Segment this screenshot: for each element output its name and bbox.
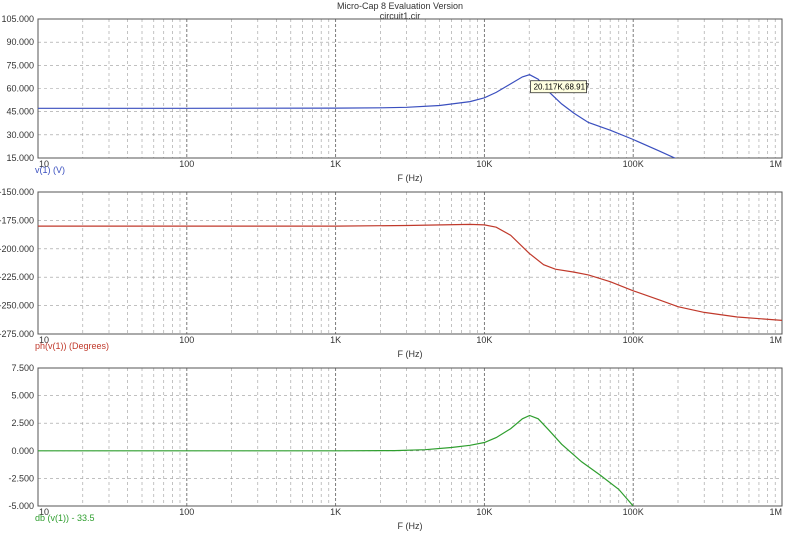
magnitude-y-tick-label: 60.000: [6, 84, 34, 94]
db-frame: [37, 367, 783, 507]
phase-y-tick-label: -200.000: [0, 244, 34, 254]
phase-y-tick-label: -250.000: [0, 301, 34, 311]
db-y-tick-label: 5.000: [11, 391, 34, 401]
db-y-tick-label: 0.000: [11, 446, 34, 456]
magnitude-y-tick-label: 30.000: [6, 130, 34, 140]
phase-x-tick-label: 100K: [623, 335, 644, 345]
db-y-tick-label: -2.500: [8, 473, 34, 483]
db-x-tick-label: 100: [179, 507, 194, 517]
phase-frame: [37, 191, 783, 335]
db-y-tick-label: 2.500: [11, 418, 34, 428]
window-title: Micro-Cap 8 Evaluation Version: [336, 1, 464, 11]
magnitude-frame: [37, 18, 783, 159]
window-subtitle: circuit1.cir: [379, 11, 421, 21]
magnitude-y-tick-label: 90.000: [6, 37, 34, 47]
magnitude-x-axis-label: F (Hz): [398, 173, 423, 183]
phase-y-tick-label: -275.000: [0, 329, 34, 339]
phase-x-tick-label: 10: [39, 335, 49, 345]
db-x-tick-label: 10: [39, 507, 49, 517]
db-y-tick-label: 7.500: [11, 363, 34, 373]
magnitude-y-tick-label: 45.000: [6, 107, 34, 117]
magnitude-x-tick-label: 10K: [476, 159, 492, 169]
cursor-label: 20.117K,68.917: [534, 83, 590, 92]
magnitude-series-label: v(1) (V): [35, 165, 65, 175]
phase-series-label: ph(v(1)) (Degrees): [35, 341, 109, 351]
phase-x-tick-label: 1M: [769, 335, 782, 345]
magnitude-series-line: [38, 74, 677, 158]
magnitude-x-tick-label: 100K: [623, 159, 644, 169]
magnitude-x-tick-label: 10: [39, 159, 49, 169]
db-series-line: [38, 414, 634, 506]
magnitude-x-tick-label: 1M: [769, 159, 782, 169]
phase-y-tick-label: -150.000: [0, 187, 34, 197]
magnitude-x-tick-label: 1K: [330, 159, 341, 169]
phase-y-tick-label: -225.000: [0, 272, 34, 282]
phase-y-tick-label: -175.000: [0, 215, 34, 225]
db-x-tick-label: 100K: [623, 507, 644, 517]
db-y-tick-label: -5.000: [8, 501, 34, 511]
db-x-axis-label: F (Hz): [398, 521, 423, 531]
phase-x-tick-label: 10K: [476, 335, 492, 345]
magnitude-y-tick-label: 105.000: [1, 14, 34, 24]
phase-x-axis-label: F (Hz): [398, 349, 423, 359]
db-x-tick-label: 1K: [330, 507, 341, 517]
phase-x-tick-label: 1K: [330, 335, 341, 345]
magnitude-y-tick-label: 15.000: [6, 153, 34, 163]
db-series-label: db (v(1)) - 33.5: [35, 513, 95, 523]
phase-series-line: [38, 223, 782, 321]
db-x-tick-label: 10K: [476, 507, 492, 517]
db-x-tick-label: 1M: [769, 507, 782, 517]
cursor-label-box: [530, 80, 587, 94]
phase-x-tick-label: 100: [179, 335, 194, 345]
magnitude-x-tick-label: 100: [179, 159, 194, 169]
magnitude-y-tick-label: 75.000: [6, 60, 34, 70]
